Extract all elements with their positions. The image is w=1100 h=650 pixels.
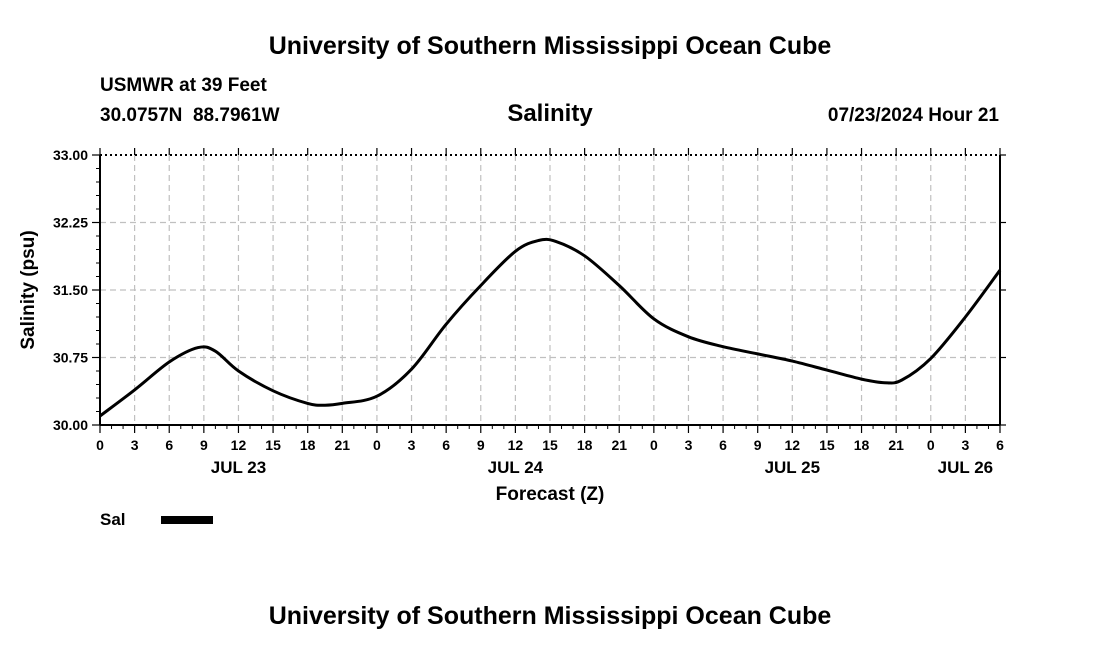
x-tick-label: 9 [200, 437, 208, 453]
page-title: University of Southern Mississippi Ocean… [268, 32, 832, 60]
x-tick-label: 12 [231, 437, 247, 453]
x-tick-label: 12 [785, 437, 801, 453]
x-tick-label: 21 [888, 437, 904, 453]
y-tick-label: 30.75 [53, 350, 88, 366]
x-tick-label: 18 [577, 437, 593, 453]
x-tick-label: 6 [719, 437, 727, 453]
x-tick-label: 9 [477, 437, 485, 453]
y-tick-label: 32.25 [53, 215, 88, 231]
chart-title: Salinity [507, 100, 593, 127]
y-axis-label: Salinity (psu) [18, 230, 39, 349]
x-tick-label: 15 [265, 437, 281, 453]
forecast-datetime: 07/23/2024 Hour 21 [827, 105, 999, 126]
axes [92, 148, 1006, 433]
y-tick-label: 30.00 [53, 417, 88, 433]
x-tick-label: 21 [611, 437, 627, 453]
x-tick-label: 6 [442, 437, 450, 453]
x-tick-label: 0 [927, 437, 935, 453]
series-layer [99, 237, 1002, 418]
x-tick-label: 6 [165, 437, 173, 453]
x-tick-label: 3 [685, 437, 693, 453]
x-tick-label: 12 [508, 437, 524, 453]
legend-label-sal: Sal [100, 510, 126, 529]
x-tick-label: 3 [408, 437, 416, 453]
x-date-label: JUL 23 [211, 458, 266, 477]
salinity-chart: 0 3 6 9 12 15 18 21 0 3 6 9 12 15 18 21 0 3 6 9 12 15 18 21 0 3 6J… [18, 147, 1006, 529]
legend-swatch-sal [161, 516, 213, 524]
x-tick-label: 0 [650, 437, 658, 453]
coordinates-label: 30.0757N 88.7961W [100, 105, 280, 126]
tick-labels: 0 3 6 9 12 15 18 21 0 3 6 9 12 15 18 21 0 3 6 9 12 15 18 21 0 3 6J… [53, 147, 1004, 477]
x-date-label: JUL 26 [938, 458, 993, 477]
x-tick-label: 6 [996, 437, 1004, 453]
y-tick-label: 33.00 [53, 147, 88, 163]
x-tick-label: 3 [131, 437, 139, 453]
series-line-sal [99, 237, 1002, 418]
x-tick-label: 9 [754, 437, 762, 453]
legend: Sal [100, 510, 213, 529]
x-tick-label: 21 [335, 437, 351, 453]
x-tick-label: 15 [819, 437, 835, 453]
x-tick-label: 15 [542, 437, 558, 453]
station-label: USMWR at 39 Feet [100, 75, 267, 96]
x-tick-label: 18 [854, 437, 870, 453]
x-date-label: JUL 25 [765, 458, 820, 477]
y-tick-label: 31.50 [53, 282, 88, 298]
x-date-label: JUL 24 [488, 458, 544, 477]
x-axis-label: Forecast (Z) [496, 484, 605, 505]
x-tick-label: 0 [96, 437, 104, 453]
x-tick-label: 18 [300, 437, 316, 453]
grid-lines [100, 155, 1000, 425]
footer-title: University of Southern Mississippi Ocean… [268, 602, 832, 630]
x-tick-label: 0 [373, 437, 381, 453]
x-tick-label: 3 [961, 437, 969, 453]
